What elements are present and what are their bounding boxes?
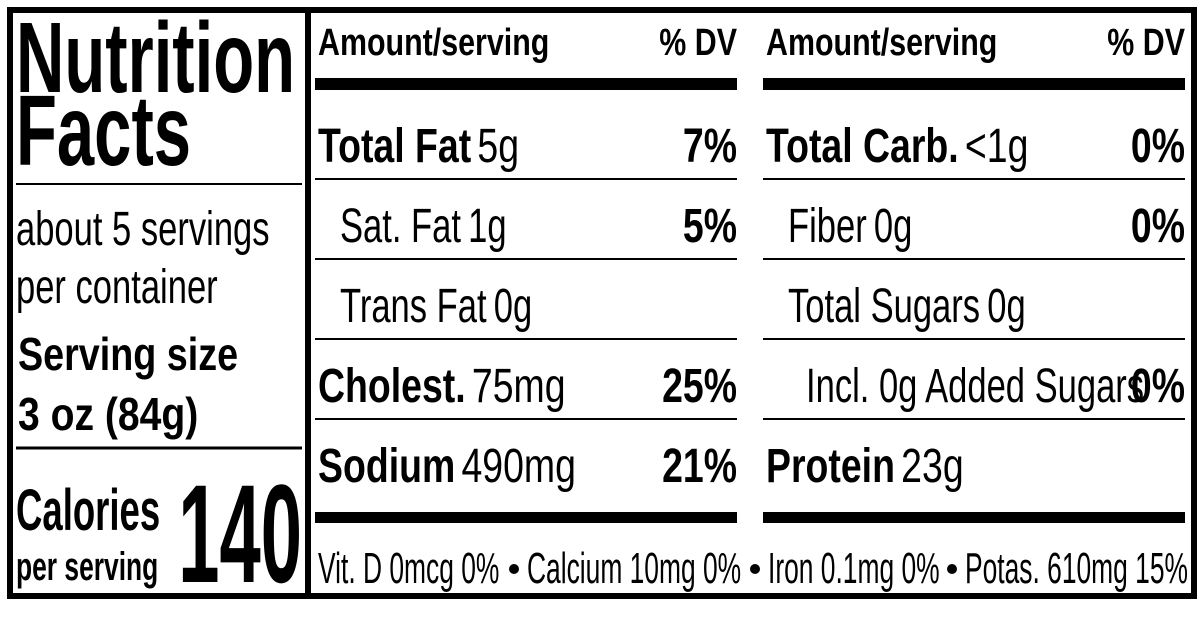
nutrient-name: Sodium	[318, 440, 455, 494]
nutrient-amount: 75mg	[472, 360, 566, 414]
servings: about 5 servings	[16, 201, 270, 255]
nutrient: Trans Fat 0g	[340, 278, 532, 332]
serving-size-amount: 3 oz (84g)	[18, 389, 198, 441]
column-header: % DV	[1107, 22, 1185, 64]
title: Nutrition	[16, 3, 295, 115]
column-header: Amount/serving	[318, 22, 549, 64]
bullet	[509, 564, 519, 574]
servings: per container	[16, 259, 218, 313]
column-header: Amount/serving	[766, 22, 997, 64]
nutrient: Sat. Fat 1g	[340, 198, 507, 252]
label-border	[7, 7, 1197, 599]
daily-value: 5%	[683, 200, 737, 254]
nutrient: Incl. 0g Added Sugars	[806, 358, 1144, 412]
nutrient-name: Trans Fat	[340, 278, 487, 332]
calories-per: per serving	[16, 545, 158, 590]
footer-item: Calcium 10mg 0%	[527, 543, 741, 593]
footer-item: Iron 0.1mg 0%	[768, 543, 940, 593]
nutrient-name: Total Sugars	[788, 278, 980, 332]
calories-label: Calories	[16, 479, 160, 544]
nutrient: Total Carb. <1g	[766, 120, 1028, 174]
nutrient: Fiber 0g	[788, 198, 912, 252]
nutrient-amount: 23g	[901, 440, 963, 494]
daily-value: 0%	[1131, 120, 1185, 174]
nutrient-amount: 0g	[987, 278, 1025, 332]
nutrient-amount: 490mg	[461, 440, 575, 494]
nutrient: Cholest. 75mg	[318, 360, 566, 414]
column-header: % DV	[659, 22, 737, 64]
nutrient: Sodium 490mg	[318, 440, 576, 494]
daily-value: 0%	[1131, 200, 1185, 254]
nutrient-amount: 0g	[874, 198, 912, 252]
nutrient-name: Sat. Fat	[340, 198, 461, 252]
nutrient-name: Total Carb.	[766, 120, 959, 174]
nutrient-amount: 0g	[494, 278, 532, 332]
daily-value: 0%	[1131, 360, 1185, 414]
title: Facts	[16, 76, 191, 188]
nutrient-amount: <1g	[965, 120, 1028, 174]
thick-bar	[763, 78, 1185, 90]
bullet	[947, 564, 957, 574]
nutrient: Total Sugars 0g	[788, 278, 1026, 332]
daily-value: 21%	[662, 440, 737, 494]
nutrient: Protein 23g	[766, 440, 964, 494]
nutrient-name: Fiber	[788, 198, 867, 252]
nutrient-name: Cholest.	[318, 360, 466, 414]
daily-value: 7%	[683, 120, 737, 174]
nutrient-name: Total Fat	[318, 120, 471, 174]
nutrient-amount: 5g	[477, 120, 519, 174]
thick-bar	[315, 78, 737, 90]
thick-bar	[315, 512, 737, 523]
nutrient: Total Fat 5g	[318, 120, 519, 174]
footer-item: Vit. D 0mcg 0%	[318, 543, 499, 593]
thick-bar	[763, 512, 1185, 523]
serving-size-label: Serving size	[18, 328, 238, 379]
nutrient-amount: 1g	[468, 198, 506, 252]
nutrient-name: Protein	[766, 440, 895, 494]
bullet	[750, 564, 760, 574]
nutrient-name: Incl. 0g Added Sugars	[806, 358, 1144, 412]
footer-item: Potas. 610mg 15%	[965, 543, 1188, 593]
daily-value: 25%	[662, 360, 737, 414]
calories-value: 140	[178, 456, 302, 612]
